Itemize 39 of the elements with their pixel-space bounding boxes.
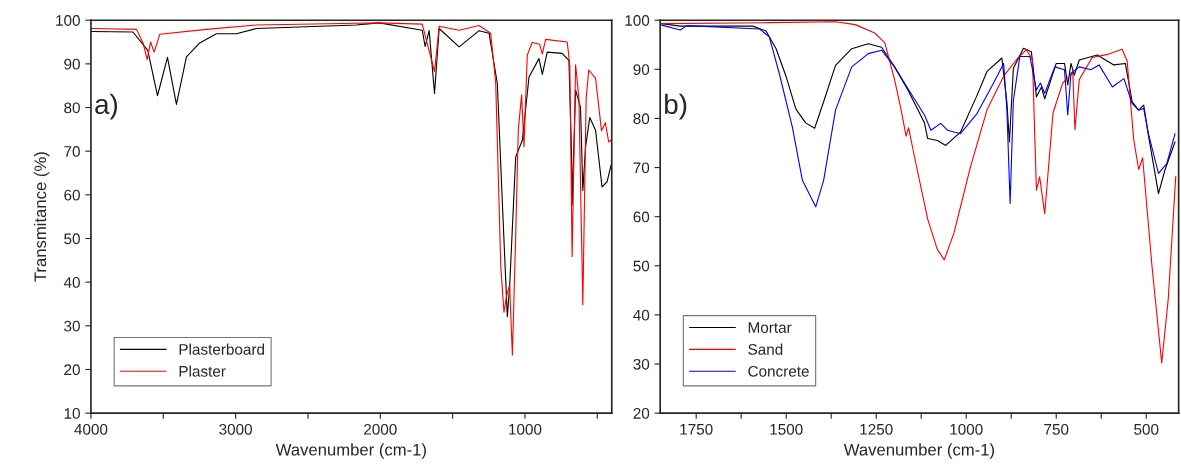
x-tick-label: 3000 xyxy=(219,423,253,435)
x-tick-label: 4000 xyxy=(74,423,108,435)
x-axis-title: Wavenumber (cm-1) xyxy=(843,443,995,459)
x-tick-label: 2000 xyxy=(364,423,397,435)
y-tick-label: 30 xyxy=(64,320,80,332)
y-tick-label: 90 xyxy=(633,64,650,76)
y-tick-label: 60 xyxy=(64,189,80,201)
x-axis-title: Wavenumber (cm-1) xyxy=(275,443,426,459)
y-tick-label: 30 xyxy=(633,358,650,370)
y-tick-label: 50 xyxy=(64,233,80,245)
y-tick-label: 80 xyxy=(64,102,80,114)
y-tick-label: 100 xyxy=(56,15,80,26)
y-tick-label: 70 xyxy=(633,162,650,174)
y-tick-label: 10 xyxy=(64,408,80,419)
legend-label: Mortar xyxy=(748,322,792,333)
legend-label: Sand xyxy=(748,343,783,355)
x-tick-label: 1500 xyxy=(770,423,803,435)
x-tick-label: 1750 xyxy=(680,423,713,435)
legend-label: Plaster xyxy=(179,365,226,377)
y-axis-title: Transmitance (%) xyxy=(33,152,50,282)
y-tick-label: 100 xyxy=(625,15,650,26)
y-tick-label: 90 xyxy=(64,58,80,70)
y-tick-label: 40 xyxy=(63,277,80,288)
y-tick-label: 70 xyxy=(64,146,80,157)
legend-label: Plasterboard xyxy=(179,343,265,355)
x-tick-label: 750 xyxy=(1044,423,1069,435)
annotation: a) xyxy=(95,93,118,120)
x-tick-label: 1000 xyxy=(950,423,983,435)
x-tick-label: 1000 xyxy=(509,423,542,435)
legend-label: Concrete xyxy=(748,365,809,377)
y-tick-label: 20 xyxy=(633,408,650,419)
y-tick-label: 50 xyxy=(633,260,650,272)
y-tick-label: 80 xyxy=(633,113,650,125)
annotation: b) xyxy=(665,93,687,120)
y-tick-label: 40 xyxy=(633,309,650,321)
x-tick-label: 500 xyxy=(1134,423,1159,435)
y-tick-label: 60 xyxy=(633,211,650,223)
y-tick-label: 20 xyxy=(64,364,80,376)
x-tick-label: 1250 xyxy=(860,423,893,435)
